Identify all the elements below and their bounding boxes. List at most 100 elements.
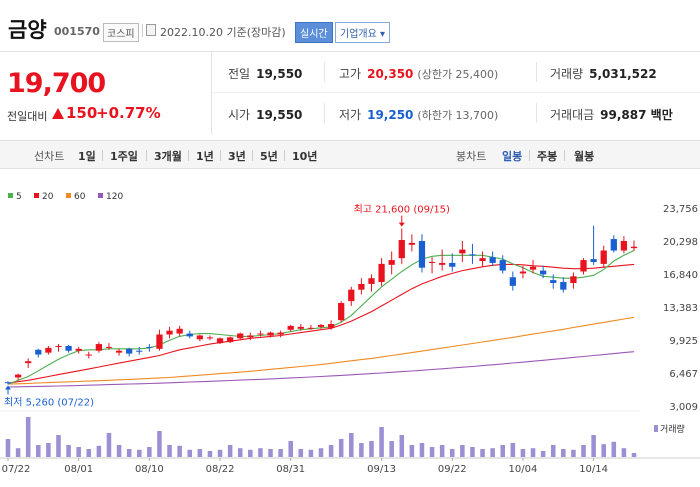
candle-body [539,270,547,275]
divider [324,62,325,82]
divider [252,150,253,161]
price-change-value: 150 [66,104,98,122]
realtime-button[interactable]: 실시간 [295,22,333,43]
volume-bar [409,445,415,457]
candle-body [459,249,466,254]
low-label: 저가 [339,108,362,122]
y-tick-label: 20,298 [663,237,698,248]
divider [102,150,103,161]
volume-bar [490,448,495,457]
candle-body [287,325,294,330]
period-5y[interactable]: 5년 [260,150,278,163]
price-summary: 19,700 전일대비 150 +0.77% [0,52,212,134]
candle-body [237,333,244,339]
x-tick-label: 08/22 [206,464,235,475]
volume-bar [96,445,102,457]
candle-body [176,328,183,334]
candle-body [338,303,345,321]
period-1w[interactable]: 1주일 [110,150,138,163]
candle-body [166,330,173,335]
candle-daily[interactable]: 일봉 [502,150,523,163]
candle-body [489,257,496,263]
period-1d[interactable]: 1일 [78,150,96,163]
period-3y[interactable]: 3년 [228,150,246,163]
candle-body [408,242,416,245]
candle-body [479,258,486,262]
period-1y[interactable]: 1년 [196,150,214,163]
volume-bar [611,441,617,457]
candle-body [196,335,203,340]
candle-body [388,260,395,265]
volume-bar [349,433,354,457]
candle-body [105,346,113,348]
volume-bar [157,431,162,457]
volume-bar [126,449,132,457]
divider [284,150,285,161]
volume-bar [460,445,465,457]
volume: 거래량 5,031,522 [550,65,657,82]
candle-body [469,254,476,256]
volume-bar [106,433,112,457]
x-tick-label: 08/10 [135,464,164,475]
divider [324,103,325,123]
divider [536,103,537,123]
candle-body [378,263,385,283]
volume-bar [5,439,11,457]
trade-amount: 거래대금 99,887 백만 [550,106,673,123]
company-overview-dropdown[interactable]: 기업개요 ▾ [335,22,390,43]
divider [142,24,143,37]
volume-legend-label: 거래량 [660,423,685,435]
divider [529,150,530,161]
divider [146,150,147,161]
x-tick-label: 10/04 [509,464,538,475]
candle-weekly[interactable]: 주봉 [537,150,558,163]
candle-body [529,266,537,270]
x-tick-label: 09/22 [438,464,467,475]
period-10y[interactable]: 10년 [292,150,318,163]
volume-bar [308,449,314,457]
volume-bar [227,445,233,457]
y-tick-label: 6,467 [669,369,698,380]
volume-legend-swatch [654,425,658,432]
legend-swatch [8,193,13,198]
x-tick-label: 08/01 [64,464,93,475]
volume-bar [298,449,304,457]
candle-body [368,278,375,284]
current-price: 19,700 [7,68,106,99]
candle-body [580,260,587,272]
candle-body [277,332,284,335]
volume-bar [369,441,374,457]
high-label: 고가 [339,67,362,81]
period-3m[interactable]: 3개월 [154,150,182,163]
candle-body [186,333,193,337]
candle-body [327,324,335,328]
candle-monthly[interactable]: 월봉 [574,150,595,163]
volume-label: 거래량 [550,67,584,81]
candle-body [95,344,103,351]
volume-bar [359,443,364,457]
divider [220,150,221,161]
market-badge: 코스피 [103,23,139,42]
candle-body [14,374,22,378]
candle-body [449,262,456,267]
volume-bar [136,449,142,457]
candle-body [156,334,163,349]
volume-bar [187,449,193,457]
candle-body [4,382,12,384]
y-tick-label: 13,383 [663,303,698,314]
volume-bar [147,447,152,457]
candle-body [25,361,32,364]
chart-canvas[interactable]: 23,756 20,298 16,840 13,383 9,925 6,467 3,009 5… [0,185,700,487]
open-price: 시가 19,550 [228,106,302,123]
high-value: 20,350 [367,67,414,81]
candle-body [620,240,628,251]
volume-bar [561,449,566,457]
volume-bar [86,449,92,457]
candle-chart-label: 봉차트 [456,150,487,163]
volume-bar [399,435,405,457]
y-tick-label: 23,756 [663,204,698,215]
amount-value: 99,887 백만 [600,108,673,122]
volume-bar [419,443,425,457]
stock-chart[interactable]: 23,756 20,298 16,840 13,383 9,925 6,467 3,009 5… [0,185,700,487]
low-price: 저가 19,250 (하한가 13,700) [339,106,498,123]
